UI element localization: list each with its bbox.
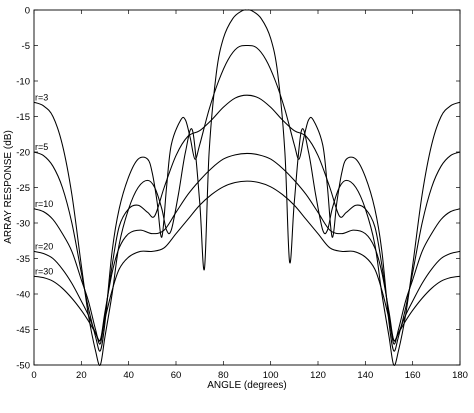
y-tick-label: -50: [16, 361, 30, 372]
series-curves: [33, 9, 461, 366]
series-label-r-10: r=10: [35, 199, 53, 209]
y-tick-label: 0: [25, 6, 30, 17]
y-ticks: 0 -5 -10 -15 -20 -25 -30 -35 -40 -45 -50: [16, 6, 460, 372]
y-tick-label: -10: [16, 77, 30, 88]
y-tick-label: -35: [16, 254, 30, 265]
series-label-r-5: r=5: [35, 142, 48, 152]
y-tick-label: -40: [16, 290, 30, 301]
series-line-r-5: [33, 44, 461, 352]
x-tick-label: 120: [310, 370, 326, 381]
series-line-r-10: [33, 94, 461, 345]
y-tick-label: -30: [16, 219, 30, 230]
series-line-r-3: [33, 9, 461, 366]
x-tick-label: 160: [405, 370, 421, 381]
series-labels: r=3 r=5 r=10 r=20 r=30: [35, 92, 53, 276]
x-tick-label: 140: [357, 370, 373, 381]
series-label-r-3: r=3: [35, 92, 48, 102]
x-tick-label: 20: [76, 370, 87, 381]
y-tick-label: -20: [16, 148, 30, 159]
series-label-r-20: r=20: [35, 241, 53, 251]
plot-frame: [33, 9, 461, 366]
x-ticks: 0 20 40 60 80 100 120 140 160 180: [31, 10, 468, 381]
x-tick-label: 180: [452, 370, 468, 381]
y-tick-label: -5: [22, 41, 30, 52]
x-tick-label: 0: [31, 370, 36, 381]
series-line-r-30: [33, 180, 461, 342]
x-axis-title: ANGLE (degrees): [207, 380, 286, 391]
x-tick-label: 60: [171, 370, 182, 381]
y-tick-label: -45: [16, 325, 30, 336]
x-tick-label: 80: [218, 370, 229, 381]
x-tick-label: 100: [263, 370, 279, 381]
x-tick-label: 40: [123, 370, 134, 381]
y-tick-label: -25: [16, 183, 30, 194]
y-axis-title: ARRAY RESPONSE (dB): [3, 130, 14, 244]
series-label-r-30: r=30: [35, 266, 53, 276]
y-tick-label: -15: [16, 112, 30, 123]
